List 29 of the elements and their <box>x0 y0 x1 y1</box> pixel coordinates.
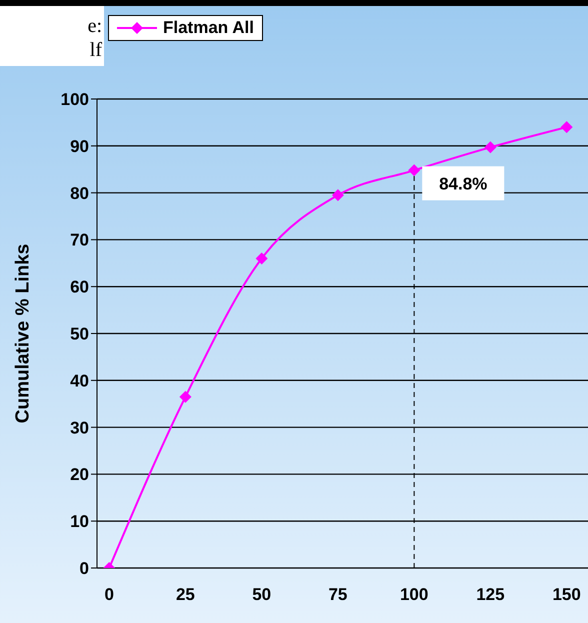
y-tick-label: 100 <box>60 90 89 110</box>
y-tick-label: 20 <box>70 465 89 484</box>
point <box>332 189 344 202</box>
y-axis-title: Cumulative % Links <box>12 244 34 424</box>
point <box>179 390 192 403</box>
x-tick-label: 25 <box>176 585 195 604</box>
y-tick-label: 30 <box>70 418 89 438</box>
x-tick-label: 0 <box>104 585 114 604</box>
x-tick-label: 125 <box>476 585 505 604</box>
x-tick-label: 50 <box>252 585 272 604</box>
y-tick-label: 60 <box>70 278 89 297</box>
x-tick-label: 75 <box>328 585 348 604</box>
y-tick-label: 40 <box>70 371 89 390</box>
point <box>484 141 496 154</box>
annotation: 84.8% <box>439 174 488 194</box>
y-tick-label: 80 <box>70 184 89 203</box>
text: lf <box>88 38 102 62</box>
y-tick-label: 10 <box>70 512 89 532</box>
point <box>256 252 268 264</box>
point <box>560 121 573 134</box>
x-tick-label: 150 <box>552 585 581 604</box>
x-tick-label: 100 <box>400 585 428 604</box>
y-tick-label: 70 <box>70 230 89 250</box>
legend-label: Flatman All <box>162 18 254 38</box>
point <box>408 164 420 176</box>
y-tick-label: 0 <box>80 559 89 578</box>
y-tick-label: 50 <box>70 324 89 344</box>
text: e: <box>86 14 102 38</box>
y-tick-label: 90 <box>70 136 89 156</box>
